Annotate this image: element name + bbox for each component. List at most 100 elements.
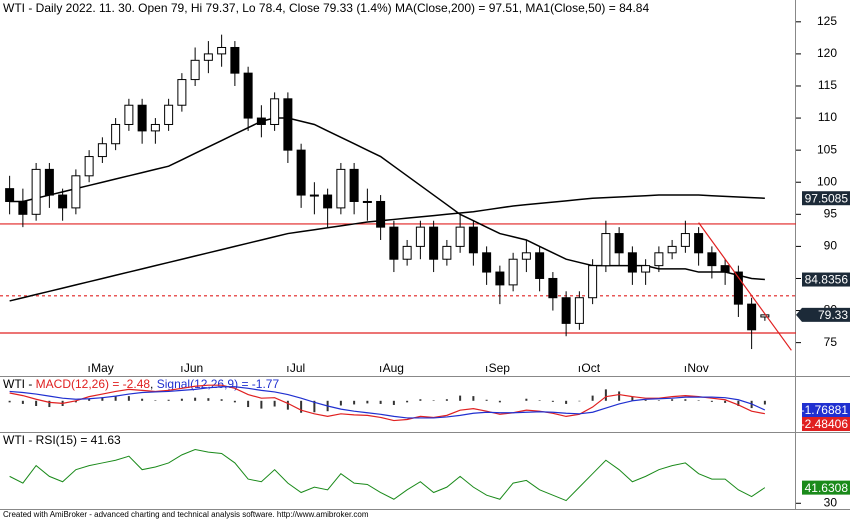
candle-body bbox=[124, 104, 134, 125]
candle-body bbox=[429, 226, 439, 260]
y-tick-label: 100 bbox=[817, 174, 837, 188]
histogram-bar bbox=[286, 400, 289, 410]
candle-body bbox=[760, 314, 770, 318]
histogram-bar bbox=[498, 400, 501, 403]
histogram-bar bbox=[207, 398, 210, 401]
candle-body bbox=[455, 226, 465, 247]
price-tag-label: -2.48406 bbox=[801, 417, 849, 431]
y-tick-label: 90 bbox=[824, 239, 838, 253]
candle-body bbox=[468, 226, 478, 254]
histogram-bar bbox=[459, 395, 462, 401]
price-tag bbox=[802, 272, 850, 287]
histogram-bar bbox=[194, 397, 197, 401]
histogram-bar bbox=[88, 398, 91, 401]
histogram-bar bbox=[710, 400, 713, 402]
histogram-bar bbox=[485, 399, 488, 401]
price-tag bbox=[802, 191, 850, 206]
footer: Created with AmiBroker - advanced charti… bbox=[3, 510, 369, 519]
candle-body bbox=[521, 252, 531, 260]
histogram-bar bbox=[419, 399, 422, 401]
trendline bbox=[698, 222, 792, 351]
y-tick-label: 95 bbox=[824, 206, 838, 220]
histogram-bar bbox=[644, 399, 647, 401]
candle-body bbox=[535, 252, 545, 279]
histogram-bar bbox=[618, 391, 621, 401]
candle-body bbox=[614, 233, 624, 254]
x-tick-label: Jul bbox=[290, 361, 305, 375]
histogram-bar bbox=[247, 400, 250, 408]
histogram-bar bbox=[525, 398, 528, 401]
price-tag-label: -1.76881 bbox=[801, 403, 849, 417]
histogram-bar bbox=[445, 399, 448, 401]
histogram-bar bbox=[127, 396, 130, 401]
histogram-bar bbox=[220, 399, 223, 401]
candle-body bbox=[349, 168, 359, 202]
price-tag-label: 97.5085 bbox=[805, 191, 849, 205]
histogram-bar bbox=[763, 400, 766, 405]
rsi-line bbox=[9, 448, 766, 502]
candle-body bbox=[111, 123, 121, 145]
chart-title: WTI - Daily 2022. 11. 30. Open 79, Hi 79… bbox=[3, 1, 649, 15]
y-tick-label: 75 bbox=[824, 335, 838, 349]
histogram-bar bbox=[180, 398, 183, 401]
candle-body bbox=[601, 233, 611, 267]
candle-body bbox=[720, 265, 730, 273]
candle-body bbox=[270, 98, 280, 125]
title-part: WTI - bbox=[3, 377, 36, 391]
candle-body bbox=[5, 188, 15, 202]
histogram-bar bbox=[74, 400, 77, 403]
histogram-bar bbox=[551, 400, 554, 402]
candle-body bbox=[44, 168, 54, 196]
y-tick-label: 110 bbox=[818, 110, 837, 124]
candle-body bbox=[190, 59, 200, 81]
candle-body bbox=[177, 79, 187, 106]
histogram-bar bbox=[631, 396, 634, 401]
y-tick-label: 105 bbox=[817, 142, 837, 156]
candle-body bbox=[402, 245, 412, 260]
histogram-bar bbox=[154, 400, 157, 401]
histogram-bar bbox=[472, 396, 475, 401]
candle-body bbox=[495, 271, 505, 286]
candle-body bbox=[84, 156, 94, 177]
candle-body bbox=[164, 104, 174, 125]
histogram-bar bbox=[101, 397, 104, 401]
candle-body bbox=[217, 46, 227, 55]
x-tick-label: May bbox=[91, 361, 114, 375]
candle-body bbox=[641, 265, 651, 273]
y-tick-label: 30 bbox=[824, 495, 838, 509]
y-tick-label: 120 bbox=[817, 46, 837, 60]
histogram-bar bbox=[604, 389, 607, 401]
candle-body bbox=[283, 98, 293, 151]
histogram-bar bbox=[141, 398, 144, 401]
histogram-bar bbox=[114, 396, 117, 401]
macd-title: WTI - MACD(12,26) = -2.48, Signal(12,26,… bbox=[3, 377, 279, 391]
histogram-bar bbox=[339, 400, 342, 406]
histogram-bar bbox=[353, 400, 356, 405]
price-tag bbox=[802, 307, 850, 322]
histogram-bar bbox=[565, 400, 568, 404]
histogram-bar bbox=[233, 400, 236, 403]
candle-body bbox=[733, 271, 743, 305]
candle-body bbox=[296, 149, 306, 196]
price-tag-label: 84.8356 bbox=[805, 273, 849, 287]
histogram-bar bbox=[432, 400, 435, 401]
histogram-bar bbox=[697, 400, 700, 401]
candle-body bbox=[574, 297, 584, 324]
x-tick-label: Nov bbox=[687, 361, 708, 375]
candle-body bbox=[654, 252, 664, 267]
tag-arrow bbox=[796, 307, 802, 322]
candle-body bbox=[508, 258, 518, 286]
title-part: MACD(12,26) = -2.48 bbox=[36, 377, 151, 391]
candle-body bbox=[707, 252, 717, 267]
histogram-bar bbox=[724, 400, 727, 403]
candle-body bbox=[482, 252, 492, 273]
candle-body bbox=[309, 194, 319, 197]
histogram-bar bbox=[167, 399, 170, 401]
candle-body bbox=[588, 265, 598, 299]
title-part: , bbox=[150, 377, 157, 391]
candle-body bbox=[442, 245, 452, 260]
candle-body bbox=[323, 194, 333, 209]
histogram-bar bbox=[48, 400, 51, 408]
